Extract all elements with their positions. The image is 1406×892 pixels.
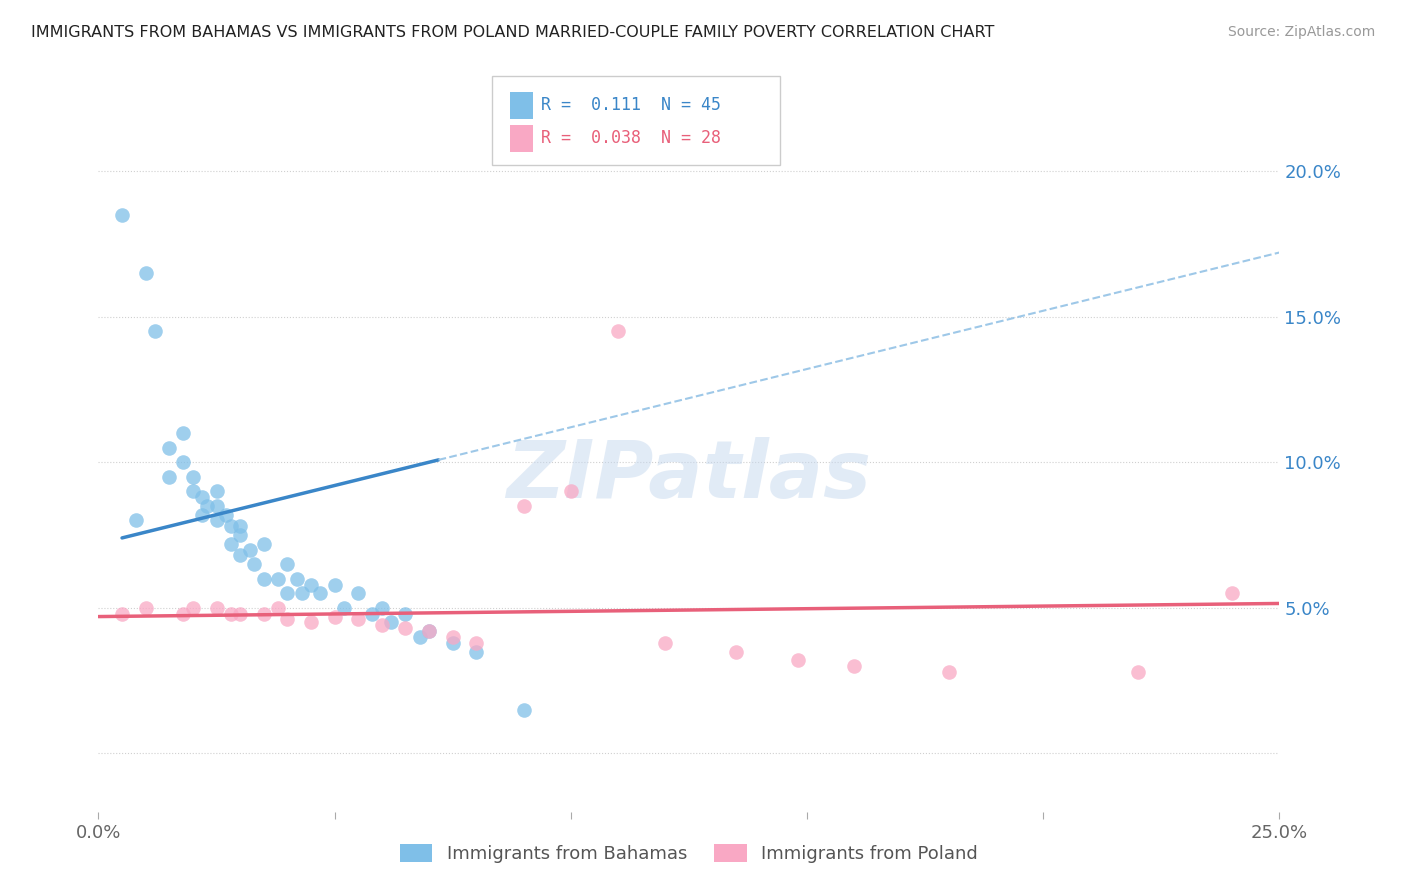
Point: [844, 659, 866, 673]
Point: [157, 469, 180, 483]
Point: [172, 455, 194, 469]
Point: [195, 499, 218, 513]
Point: [512, 499, 534, 513]
Point: [267, 572, 290, 586]
Point: [938, 665, 960, 679]
Text: R =  0.038  N = 28: R = 0.038 N = 28: [541, 129, 721, 147]
Point: [239, 542, 262, 557]
Point: [380, 615, 402, 630]
Point: [465, 636, 488, 650]
Point: [219, 519, 242, 533]
Point: [267, 600, 290, 615]
Point: [441, 630, 464, 644]
Point: [253, 572, 276, 586]
Point: [418, 624, 440, 639]
Point: [135, 600, 157, 615]
Text: Source: ZipAtlas.com: Source: ZipAtlas.com: [1227, 25, 1375, 39]
Point: [290, 586, 312, 600]
Point: [1126, 665, 1149, 679]
Point: [418, 624, 440, 639]
Point: [181, 484, 204, 499]
Point: [243, 557, 266, 571]
Point: [135, 266, 157, 280]
Point: [229, 528, 252, 542]
Point: [309, 586, 332, 600]
Point: [333, 600, 356, 615]
Point: [229, 607, 252, 621]
Point: [181, 469, 204, 483]
Point: [299, 615, 322, 630]
Point: [276, 612, 298, 626]
Point: [786, 653, 808, 667]
Point: [205, 484, 228, 499]
Point: [654, 636, 676, 650]
Point: [125, 513, 148, 527]
Point: [347, 586, 370, 600]
Point: [361, 607, 384, 621]
Point: [205, 499, 228, 513]
Point: [725, 644, 748, 658]
Text: IMMIGRANTS FROM BAHAMAS VS IMMIGRANTS FROM POLAND MARRIED-COUPLE FAMILY POVERTY : IMMIGRANTS FROM BAHAMAS VS IMMIGRANTS FR…: [31, 25, 994, 40]
Point: [111, 607, 134, 621]
Point: [323, 577, 346, 591]
Point: [276, 586, 298, 600]
Point: [205, 600, 228, 615]
Point: [143, 324, 166, 338]
Point: [347, 612, 370, 626]
Point: [560, 484, 582, 499]
Text: ZIPatlas: ZIPatlas: [506, 437, 872, 516]
Point: [157, 441, 180, 455]
Point: [285, 572, 308, 586]
Point: [465, 644, 488, 658]
Point: [253, 537, 276, 551]
Point: [219, 607, 242, 621]
Point: [111, 208, 134, 222]
Legend: Immigrants from Bahamas, Immigrants from Poland: Immigrants from Bahamas, Immigrants from…: [392, 837, 986, 871]
Point: [191, 490, 214, 504]
Point: [371, 618, 394, 632]
Point: [172, 426, 194, 441]
Point: [323, 609, 346, 624]
Point: [371, 600, 394, 615]
Point: [512, 703, 534, 717]
Point: [299, 577, 322, 591]
Point: [205, 513, 228, 527]
Point: [1220, 586, 1243, 600]
Point: [219, 537, 242, 551]
Point: [172, 607, 194, 621]
Text: R =  0.111  N = 45: R = 0.111 N = 45: [541, 96, 721, 114]
Point: [394, 607, 416, 621]
Point: [191, 508, 214, 522]
Point: [181, 600, 204, 615]
Point: [229, 549, 252, 563]
Point: [607, 324, 630, 338]
Point: [276, 557, 298, 571]
Point: [441, 636, 464, 650]
Point: [229, 519, 252, 533]
Point: [215, 508, 238, 522]
Point: [253, 607, 276, 621]
Point: [394, 621, 416, 635]
Point: [408, 630, 430, 644]
